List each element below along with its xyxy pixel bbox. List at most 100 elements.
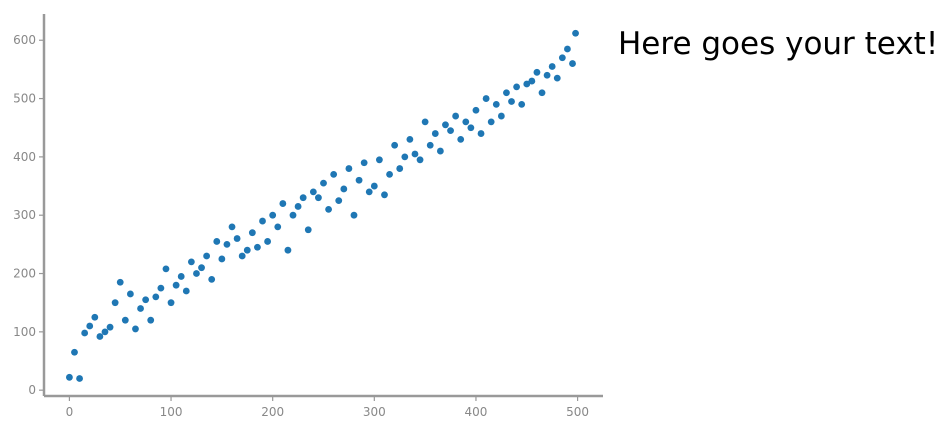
data-point [233, 235, 241, 242]
data-point [172, 281, 180, 289]
data-point [274, 223, 282, 231]
data-point [66, 373, 73, 381]
data-point [452, 112, 460, 120]
data-point [320, 179, 327, 187]
data-point [101, 328, 109, 336]
x-tick-label: 0 [66, 405, 74, 419]
data-point [462, 118, 470, 126]
data-point [264, 238, 271, 245]
x-tick-label: 300 [363, 405, 386, 419]
data-point [370, 182, 378, 190]
data-point [457, 135, 465, 143]
data-point [304, 226, 312, 234]
data-point [533, 68, 541, 76]
y-tick-label: 100 [13, 325, 36, 339]
data-point [426, 141, 434, 149]
data-point [193, 270, 200, 277]
data-point [381, 191, 388, 199]
data-point [360, 159, 368, 167]
data-point [86, 322, 94, 330]
data-point [376, 156, 383, 164]
data-point [203, 252, 211, 260]
data-point [518, 100, 526, 108]
data-point [411, 150, 419, 158]
data-point [111, 299, 119, 307]
data-point [350, 211, 358, 219]
data-point [340, 185, 348, 193]
data-point [523, 80, 531, 88]
data-point [126, 290, 134, 298]
data-point [299, 194, 307, 202]
data-point [436, 147, 444, 155]
data-point [71, 348, 78, 356]
y-tick-label: 200 [13, 267, 36, 281]
data-point [198, 264, 205, 272]
data-point [345, 165, 353, 172]
data-point [167, 299, 175, 307]
data-point [152, 293, 160, 301]
data-point [548, 63, 556, 70]
data-point [81, 329, 89, 337]
data-point [76, 375, 83, 382]
y-tick-label: 400 [13, 150, 36, 164]
data-point [177, 273, 185, 280]
data-point [121, 316, 129, 324]
data-point [147, 316, 155, 324]
data-point [157, 284, 165, 292]
data-point [132, 325, 139, 333]
data-point [213, 238, 221, 245]
data-point [325, 205, 332, 213]
data-point [569, 60, 576, 67]
data-point [365, 188, 373, 196]
y-axis: 0 100 200 300 400 500 600 [13, 14, 46, 397]
data-point [96, 333, 104, 340]
data-point [142, 296, 150, 304]
data-point [513, 83, 521, 91]
data-point [543, 71, 551, 79]
data-point [386, 170, 393, 178]
data-point [309, 188, 317, 196]
data-point [238, 252, 246, 260]
data-point [492, 100, 500, 108]
data-point [315, 194, 322, 202]
data-points [66, 29, 579, 382]
data-point [243, 246, 251, 254]
data-point [482, 95, 490, 102]
data-point [538, 89, 546, 97]
data-point [330, 170, 338, 178]
x-tick-label: 200 [261, 405, 284, 419]
data-point [137, 305, 144, 312]
data-point [497, 112, 505, 120]
data-point [182, 287, 190, 295]
data-point [528, 77, 536, 85]
data-point [564, 45, 571, 53]
data-point [218, 255, 226, 263]
data-point [467, 124, 475, 132]
data-point [477, 130, 485, 137]
data-point [223, 240, 231, 248]
data-point [289, 211, 297, 219]
y-tick-label: 600 [13, 33, 36, 47]
x-tick-label: 500 [566, 405, 589, 419]
data-point [421, 118, 429, 126]
data-point [279, 200, 287, 207]
data-point [558, 54, 566, 62]
data-point [228, 223, 236, 231]
data-point [91, 313, 99, 321]
data-point [187, 258, 195, 266]
data-point [401, 153, 409, 161]
data-point [162, 265, 170, 273]
data-point [335, 197, 343, 205]
chart-annotation: Here goes your text! [618, 26, 937, 62]
data-point [396, 165, 404, 172]
data-point [208, 275, 216, 283]
data-point [391, 141, 399, 149]
data-point [294, 203, 302, 210]
x-tick-label: 400 [465, 405, 488, 419]
data-point [284, 246, 292, 254]
y-tick-label: 300 [13, 208, 36, 222]
data-point [442, 121, 449, 129]
data-point [259, 217, 266, 225]
data-point [355, 176, 363, 184]
